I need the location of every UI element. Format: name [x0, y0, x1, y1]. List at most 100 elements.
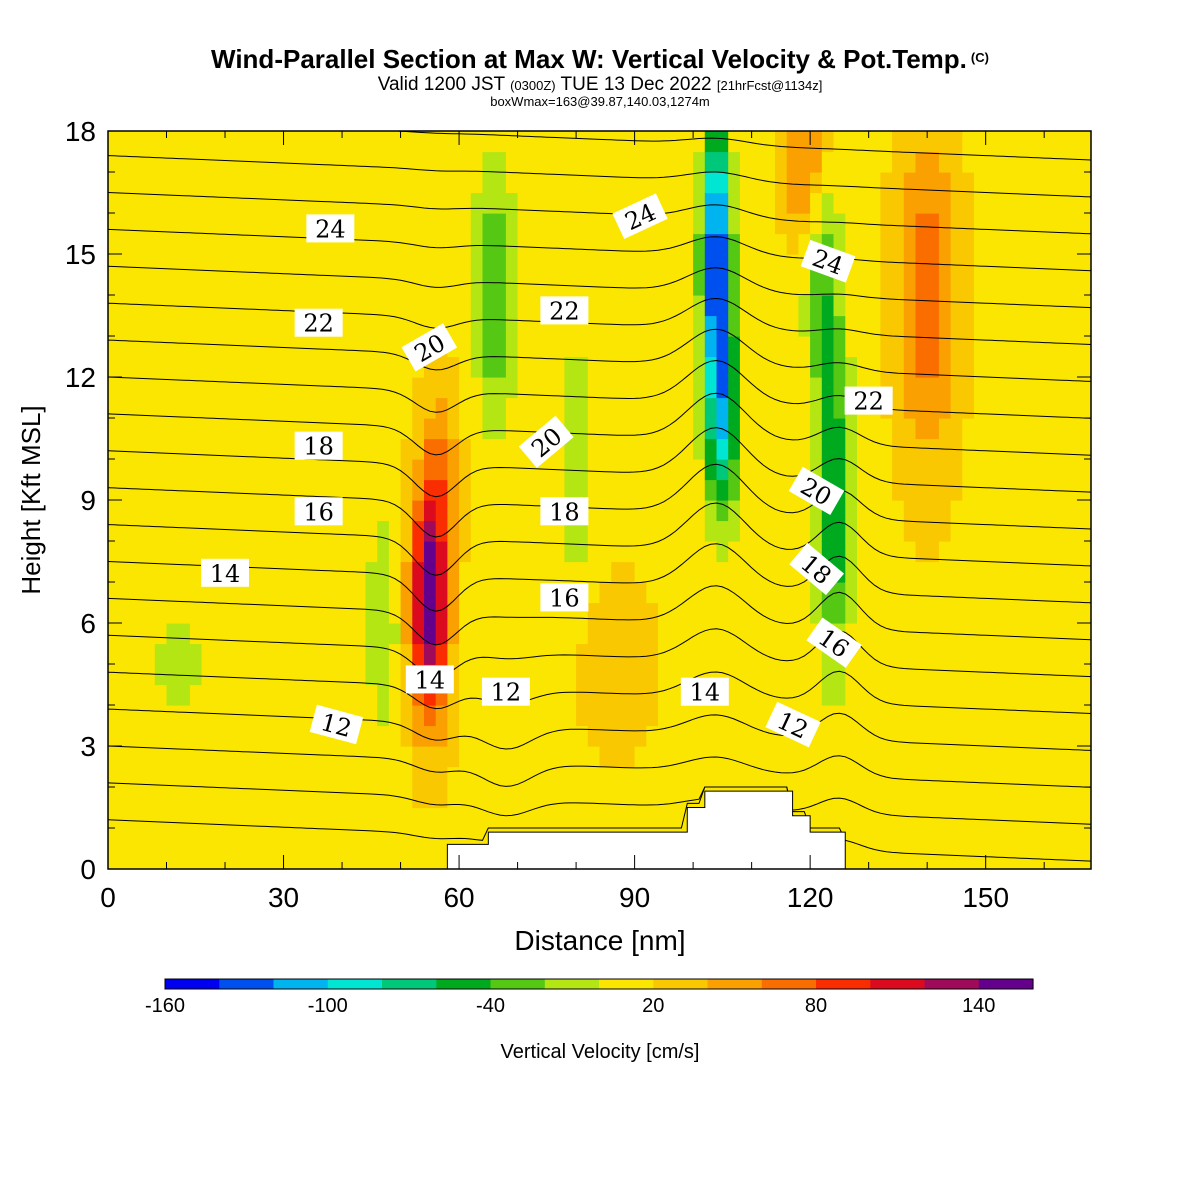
velocity-cell	[482, 623, 495, 645]
velocity-cell	[903, 356, 917, 378]
velocity-cell	[166, 213, 179, 235]
velocity-cell	[248, 377, 261, 399]
velocity-cell	[541, 192, 554, 214]
velocity-cell	[868, 356, 881, 378]
colorbar-swatch	[544, 979, 600, 989]
velocity-cell	[1067, 336, 1080, 358]
velocity-cell	[974, 766, 987, 788]
velocity-cell	[962, 315, 975, 337]
velocity-cell	[201, 807, 214, 829]
velocity-cell	[1079, 520, 1091, 542]
velocity-cell	[271, 664, 285, 686]
velocity-cell	[131, 254, 144, 276]
velocity-cell	[985, 848, 998, 869]
velocity-cell	[435, 233, 448, 255]
velocity-cell	[131, 541, 144, 563]
velocity-cell	[541, 807, 554, 829]
velocity-cell	[225, 274, 238, 296]
velocity-cell	[353, 766, 367, 788]
velocity-cell	[482, 397, 495, 419]
velocity-cell	[915, 848, 928, 869]
velocity-cell	[927, 151, 940, 173]
velocity-cell	[154, 766, 168, 788]
velocity-cell	[985, 438, 998, 460]
velocity-cell	[892, 602, 905, 624]
velocity-cell	[728, 766, 741, 788]
velocity-cell	[447, 500, 460, 522]
velocity-cell	[868, 336, 881, 358]
velocity-cell	[166, 377, 179, 399]
velocity-cell	[775, 397, 788, 419]
velocity-cell	[517, 520, 530, 542]
velocity-cell	[459, 295, 472, 317]
velocity-cell	[1055, 705, 1069, 727]
contour-label: 22	[540, 296, 589, 325]
velocity-cell	[377, 561, 390, 583]
velocity-cell	[295, 848, 308, 869]
velocity-cell	[599, 254, 612, 276]
velocity-cell	[143, 459, 156, 481]
velocity-cell	[927, 131, 940, 153]
velocity-cell	[295, 623, 308, 645]
velocity-cell	[611, 561, 624, 583]
velocity-cell	[342, 623, 355, 645]
velocity-cell	[505, 725, 519, 747]
velocity-cell	[271, 315, 285, 337]
velocity-cell	[1044, 172, 1057, 194]
velocity-cell	[108, 356, 121, 378]
isentrope-line	[108, 328, 1091, 382]
velocity-cell	[236, 213, 249, 235]
velocity-cell	[517, 643, 530, 665]
colorbar-swatch	[165, 979, 220, 989]
velocity-cell	[342, 602, 355, 624]
velocity-cell	[798, 192, 811, 214]
velocity-cell	[236, 356, 249, 378]
velocity-cell	[505, 500, 519, 522]
velocity-cell	[470, 192, 484, 214]
velocity-cell	[587, 233, 601, 255]
velocity-cell	[470, 500, 484, 522]
velocity-cell	[728, 705, 741, 727]
velocity-cell	[424, 807, 437, 829]
velocity-cell	[611, 541, 624, 563]
velocity-cell	[927, 705, 940, 727]
velocity-cell	[131, 315, 144, 337]
velocity-cell	[693, 500, 706, 522]
velocity-cell	[974, 828, 987, 850]
velocity-cell	[213, 848, 226, 869]
velocity-cell	[447, 172, 460, 194]
velocity-cell	[739, 172, 753, 194]
velocity-cell	[108, 336, 121, 358]
velocity-cell	[1020, 787, 1034, 809]
velocity-cell	[154, 397, 168, 419]
velocity-cell	[154, 643, 168, 665]
velocity-cell	[248, 192, 261, 214]
velocity-cell	[154, 151, 168, 173]
velocity-cell	[517, 623, 530, 645]
velocity-cell	[681, 356, 694, 378]
velocity-cell	[739, 725, 753, 747]
velocity-cell	[892, 766, 905, 788]
valid-prefix: Valid 1200 JST	[377, 74, 505, 95]
velocity-cell	[587, 787, 601, 809]
velocity-cell	[248, 295, 261, 317]
velocity-cell	[880, 274, 893, 296]
velocity-cell	[178, 848, 191, 869]
velocity-cell	[974, 274, 987, 296]
velocity-cell	[108, 295, 121, 317]
velocity-cell	[459, 643, 472, 665]
velocity-cell	[459, 377, 472, 399]
velocity-cell	[260, 725, 273, 747]
velocity-cell	[271, 828, 285, 850]
velocity-cell	[599, 766, 612, 788]
velocity-cell	[330, 254, 343, 276]
velocity-cell	[927, 746, 940, 768]
velocity-cell	[365, 131, 378, 153]
velocity-cell	[728, 233, 741, 255]
velocity-cell	[599, 582, 612, 604]
velocity-cell	[587, 664, 601, 686]
velocity-cell	[178, 459, 191, 481]
velocity-cell	[388, 500, 402, 522]
velocity-cell	[903, 233, 917, 255]
velocity-cell	[646, 479, 659, 501]
